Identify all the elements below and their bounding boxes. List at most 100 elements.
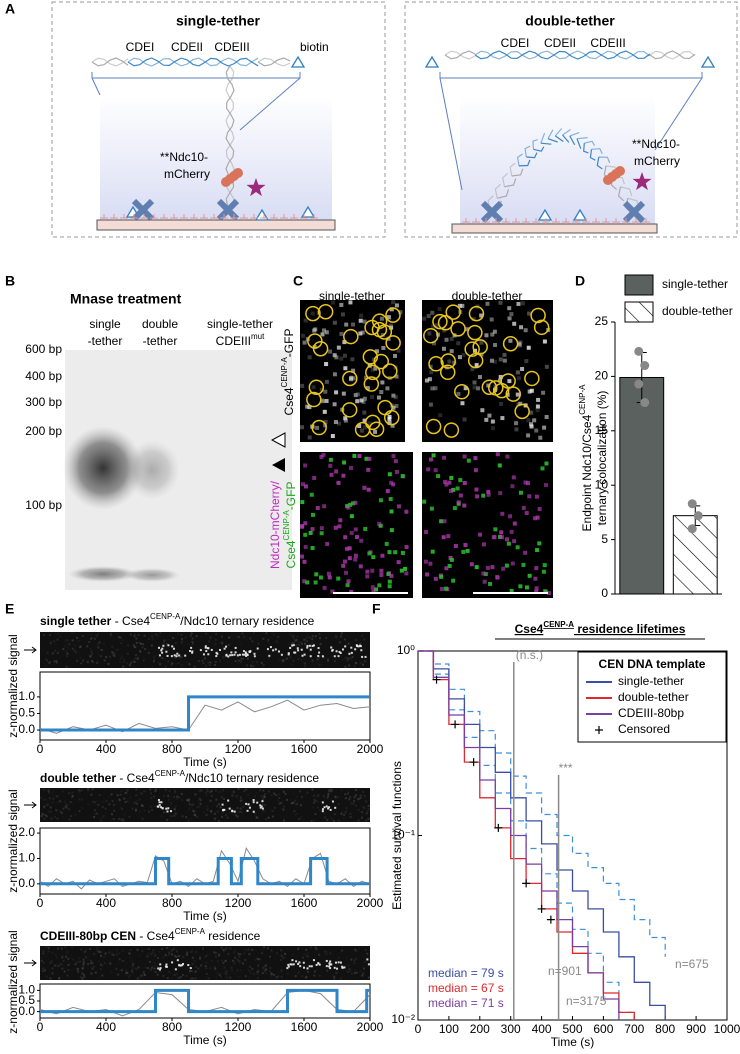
fluorescent-spot	[367, 551, 372, 556]
fluorescent-spot	[485, 301, 490, 306]
kymograph-pixel	[216, 810, 219, 813]
kymograph-pixel	[358, 635, 360, 637]
kymograph-pixel	[86, 661, 89, 664]
fluorescent-spot	[517, 341, 522, 346]
kymograph-pixel	[82, 958, 85, 961]
kymograph-pixel	[233, 951, 236, 954]
fluorescent-spot	[535, 408, 540, 413]
kymograph-pixel	[168, 953, 171, 956]
kymograph-pixel	[97, 960, 100, 963]
spot-circle	[362, 349, 379, 365]
kymograph-pixel	[311, 635, 314, 638]
kymograph-pixel	[244, 959, 247, 962]
kymograph-pixel	[216, 652, 219, 655]
kymograph-pixel	[330, 963, 333, 966]
kymograph-pixel	[161, 647, 164, 650]
fluorescent-spot	[427, 377, 432, 382]
kymograph-pixel	[145, 790, 148, 793]
kymograph-pixel	[193, 814, 196, 817]
kymograph-pixel	[204, 955, 207, 958]
kymograph-pixel	[180, 815, 183, 818]
kymograph-pixel	[141, 950, 144, 953]
kymograph-pixel	[52, 790, 55, 793]
chart-title-part: residence lifetimes	[574, 622, 686, 636]
kymograph-pixel	[200, 789, 203, 792]
fluorescent-spot	[534, 428, 539, 433]
spot-circle	[450, 321, 466, 337]
x-tick-label: 800	[655, 1022, 675, 1036]
panel-title: Mnase treatment	[70, 291, 182, 307]
kymograph-pixel	[93, 801, 96, 804]
kymograph-pixel	[357, 948, 360, 951]
kymograph-pixel	[289, 656, 292, 659]
kymograph-pixel	[200, 964, 203, 967]
kymograph-pixel	[151, 635, 154, 638]
fluorescent-spot	[303, 545, 308, 550]
x-tick-label: 900	[686, 1022, 706, 1036]
kymograph-pixel	[350, 958, 353, 961]
kymograph-pixel	[251, 640, 254, 643]
kymograph-pixel	[367, 808, 370, 811]
fluorescent-spot	[312, 476, 317, 481]
kymograph-pixel	[91, 800, 94, 803]
lane-label: double	[142, 317, 178, 331]
kymograph-pixel	[196, 806, 199, 809]
kymograph-pixel	[335, 636, 338, 639]
kymograph-pixel	[47, 789, 50, 792]
spot-circle	[524, 370, 540, 387]
kymograph-pixel	[61, 956, 64, 959]
kymograph-pixel	[96, 645, 99, 648]
fluorescent-spot	[394, 303, 399, 308]
kymograph-pixel	[318, 637, 321, 640]
fluorescent-spot	[345, 546, 350, 551]
peg	[522, 218, 530, 224]
fluorescent-spot	[371, 589, 376, 594]
kymograph-pixel	[81, 634, 84, 637]
kymograph-pixel	[133, 635, 136, 638]
kymograph-pixel	[310, 819, 313, 822]
kymograph-pixel	[306, 955, 309, 958]
kymograph-pixel	[273, 634, 276, 637]
kymograph-pixel	[309, 636, 312, 639]
kymograph-pixel	[335, 971, 338, 974]
fluorescent-spot	[516, 301, 521, 306]
replicate-dot	[634, 346, 644, 356]
kymograph-pixel	[273, 959, 276, 962]
fluorescent-spot	[358, 564, 363, 569]
fluorescent-spot	[353, 527, 358, 532]
kymograph-pixel	[261, 635, 263, 637]
fluorescent-spot	[541, 390, 546, 395]
fluorescent-spot	[484, 417, 489, 422]
kymograph-pixel	[119, 636, 122, 639]
kymograph-pixel	[237, 952, 240, 955]
kymograph-pixel	[112, 818, 115, 821]
kymograph-pixel	[189, 634, 192, 637]
kymograph-pixel	[43, 806, 46, 809]
kymograph-pixel	[190, 970, 193, 973]
kymograph-pixel	[321, 808, 324, 811]
kymograph-pixel	[331, 649, 334, 652]
kymograph-pixel	[108, 803, 111, 806]
peg	[532, 218, 540, 224]
kymograph-pixel	[263, 804, 266, 807]
fluorescent-spot	[526, 418, 531, 423]
kymograph-pixel	[337, 803, 340, 806]
kymograph-pixel	[78, 791, 81, 794]
kymograph-pixel	[75, 961, 78, 964]
kymograph-pixel	[166, 946, 169, 949]
fluorescent-spot	[302, 559, 307, 564]
fluorescent-spot	[396, 348, 401, 353]
kymograph-pixel	[167, 798, 170, 801]
kymograph-pixel	[325, 969, 328, 972]
peg	[270, 214, 278, 220]
kymograph-pixel	[167, 807, 170, 810]
fluorescent-spot	[507, 306, 512, 311]
kymograph-pixel	[233, 949, 236, 952]
x-tick-label: 1600	[291, 1020, 318, 1034]
fluorescent-spot	[518, 584, 523, 589]
fluorescent-spot	[526, 433, 531, 438]
kymograph-pixel	[147, 947, 150, 950]
fluorescent-spot	[492, 329, 497, 334]
fluorescent-spot	[319, 387, 324, 392]
lane-label: -tether	[143, 334, 178, 348]
